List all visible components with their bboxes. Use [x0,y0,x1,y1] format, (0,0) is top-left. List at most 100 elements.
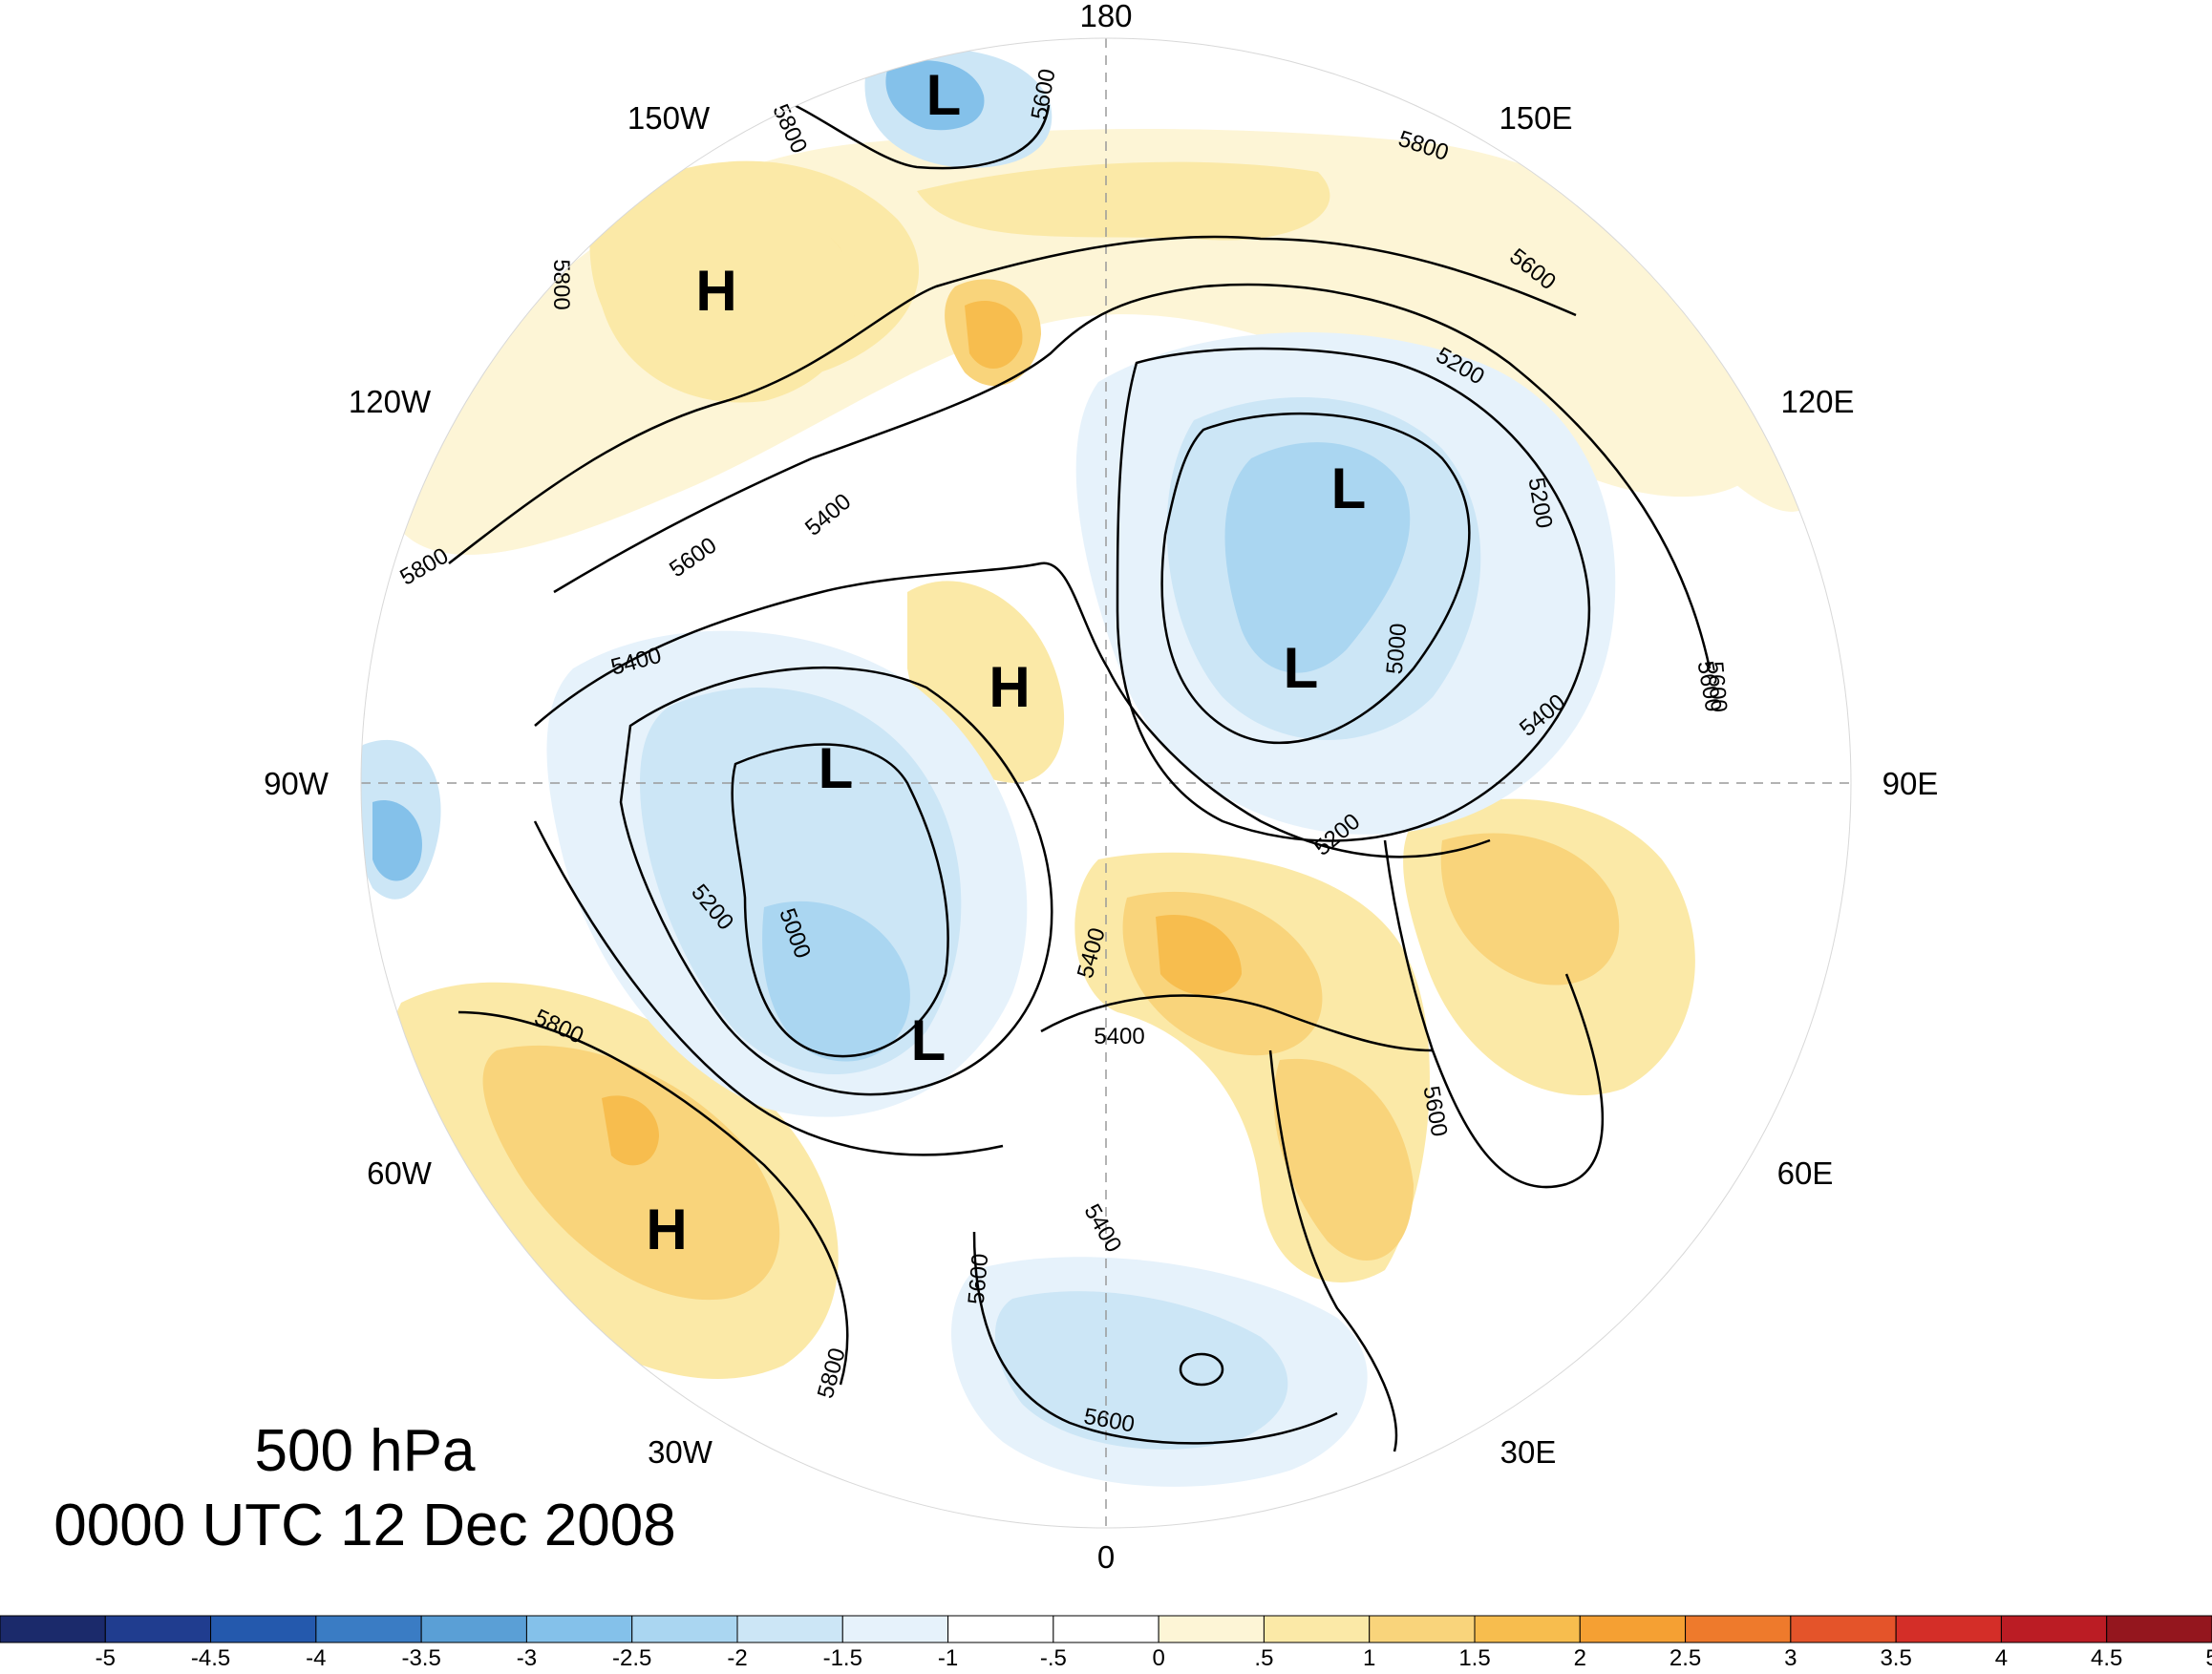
colorbar-swatch [947,1615,1054,1643]
colorbar-swatch [210,1615,317,1643]
negative-anomaly-region [885,60,985,131]
longitude-label: 90E [1882,766,1939,801]
contour-line [448,235,1577,564]
positive-anomaly-region [1273,1058,1414,1261]
colorbar-tick-label: -1.5 [823,1645,862,1671]
contour-line [731,743,949,1058]
negative-anomaly-region [994,1291,1288,1450]
pressure-center-label: H [646,1197,687,1261]
contour-line [553,283,1712,669]
colorbar-tick-label: 0 [1152,1645,1164,1671]
colorbar-tick-label: 1.5 [1458,1645,1490,1671]
colorbar: -5 -4.5 -4 -3.5 -3 -2.5 -2 -1.5 -1 -.5 0 .5 1 1.5 2 2.5… [0,1615,2212,1671]
colorbar-swatch [1369,1615,1476,1643]
contour-line [773,94,1051,170]
contour-value-label: 5400 [1094,1024,1144,1049]
positive-anomaly-region [602,1095,659,1166]
positive-anomaly-region [1156,915,1242,996]
colorbar-tick-label: 5 [2205,1645,2212,1671]
pressure-center-label: H [695,259,736,323]
colorbar-tick-label: -4.5 [191,1645,230,1671]
positive-anomaly-region [917,161,1330,241]
colorbar-swatch [0,1615,106,1643]
colorbar-swatch [1895,1615,2002,1643]
longitude-label: 120W [349,384,432,419]
colorbar-swatch [525,1615,633,1643]
contour-line [1040,994,1434,1052]
longitude-label: 90W [264,766,330,801]
positive-anomaly-region [965,300,1023,370]
contour-line [619,666,1053,1096]
colorbar-tick-label: 4.5 [2091,1645,2122,1671]
pressure-center-label: L [911,1008,946,1072]
colorbar-swatch [1158,1615,1265,1643]
map-title-time: 0000 UTC 12 Dec 2008 [53,1493,675,1558]
pressure-center-label: L [819,736,854,800]
pressure-center-label: L [926,63,962,127]
colorbar-tick-label: -3.5 [401,1645,440,1671]
colorbar-swatch [631,1615,738,1643]
longitude-label: 150E [1499,100,1572,136]
height-contours [448,94,1712,1452]
colorbar-tick-label: -.5 [1040,1645,1067,1671]
colorbar-swatch [315,1615,422,1643]
pressure-centers: L H H L L L L H [646,63,1366,1261]
contour-line [972,1231,1338,1445]
positive-anomaly-region [482,1045,780,1301]
longitude-labels: 180 150E 120E 90E 60E 30E 0 30W 60W 90W … [264,0,1938,1575]
longitude-label: 0 [1097,1539,1115,1575]
colorbar-tick-label: 3.5 [1880,1645,1911,1671]
longitude-label: 60W [367,1155,433,1191]
pressure-center-label: L [1331,456,1367,520]
colorbar-swatch [1685,1615,1792,1643]
colorbar-tick-label: 1 [1363,1645,1375,1671]
colorbar-swatch [1263,1615,1371,1643]
colorbar-tick-label: 3 [1784,1645,1797,1671]
colorbar-tick-label: -2 [727,1645,747,1671]
longitude-label: 120E [1780,384,1854,419]
contour-line [457,1010,849,1386]
positive-anomaly-region [1440,833,1620,985]
colorbar-swatch [2000,1615,2108,1643]
colorbar-swatch [1053,1615,1159,1643]
colorbar-tick-label: -3 [517,1645,537,1671]
colorbar-tick-label: -1 [938,1645,958,1671]
contour-line [533,820,1004,1156]
pressure-center-label: L [1284,636,1319,700]
contour-line [1179,1352,1224,1387]
contour-value-label: 5000 [1382,623,1413,676]
colorbar-tick-label: 2 [1574,1645,1586,1671]
colorbar-swatch [420,1615,527,1643]
contour-line [1160,412,1471,745]
colorbar-swatch [2106,1615,2212,1643]
colorbar-swatch [1474,1615,1581,1643]
colorbar-swatch [1579,1615,1687,1643]
longitude-label: 60E [1777,1155,1834,1191]
positive-anomaly-region [1622,286,1815,512]
map-title-level: 500 hPa [255,1418,477,1484]
contour-value-label: 5600 [964,1253,994,1306]
positive-anomaly-region [595,174,856,403]
pressure-center-label: H [989,655,1030,719]
contour-line [1116,347,1591,842]
graticule [361,38,1851,1528]
colorbar-tick-label: 4 [1995,1645,2008,1671]
colorbar-tick-label: -2.5 [612,1645,651,1671]
colorbar-tick-label: .5 [1254,1645,1273,1671]
longitude-label: 30W [648,1434,713,1470]
colorbar-tick-label: 2.5 [1670,1645,1701,1671]
colorbar-swatch [841,1615,949,1643]
colorbar-swatch [104,1615,212,1643]
longitude-label: 30E [1500,1434,1557,1470]
colorbar-swatch [1790,1615,1897,1643]
negative-anomaly-region [762,901,910,1062]
colorbar-tick-label: -5 [96,1645,116,1671]
contour-line [1383,839,1605,1189]
longitude-label: 150W [627,100,711,136]
negative-anomaly-region [372,800,422,881]
longitude-label: 180 [1079,0,1132,33]
anomaly-shading [361,48,1815,1487]
map-boundary [360,37,1852,1529]
colorbar-swatch [736,1615,843,1643]
